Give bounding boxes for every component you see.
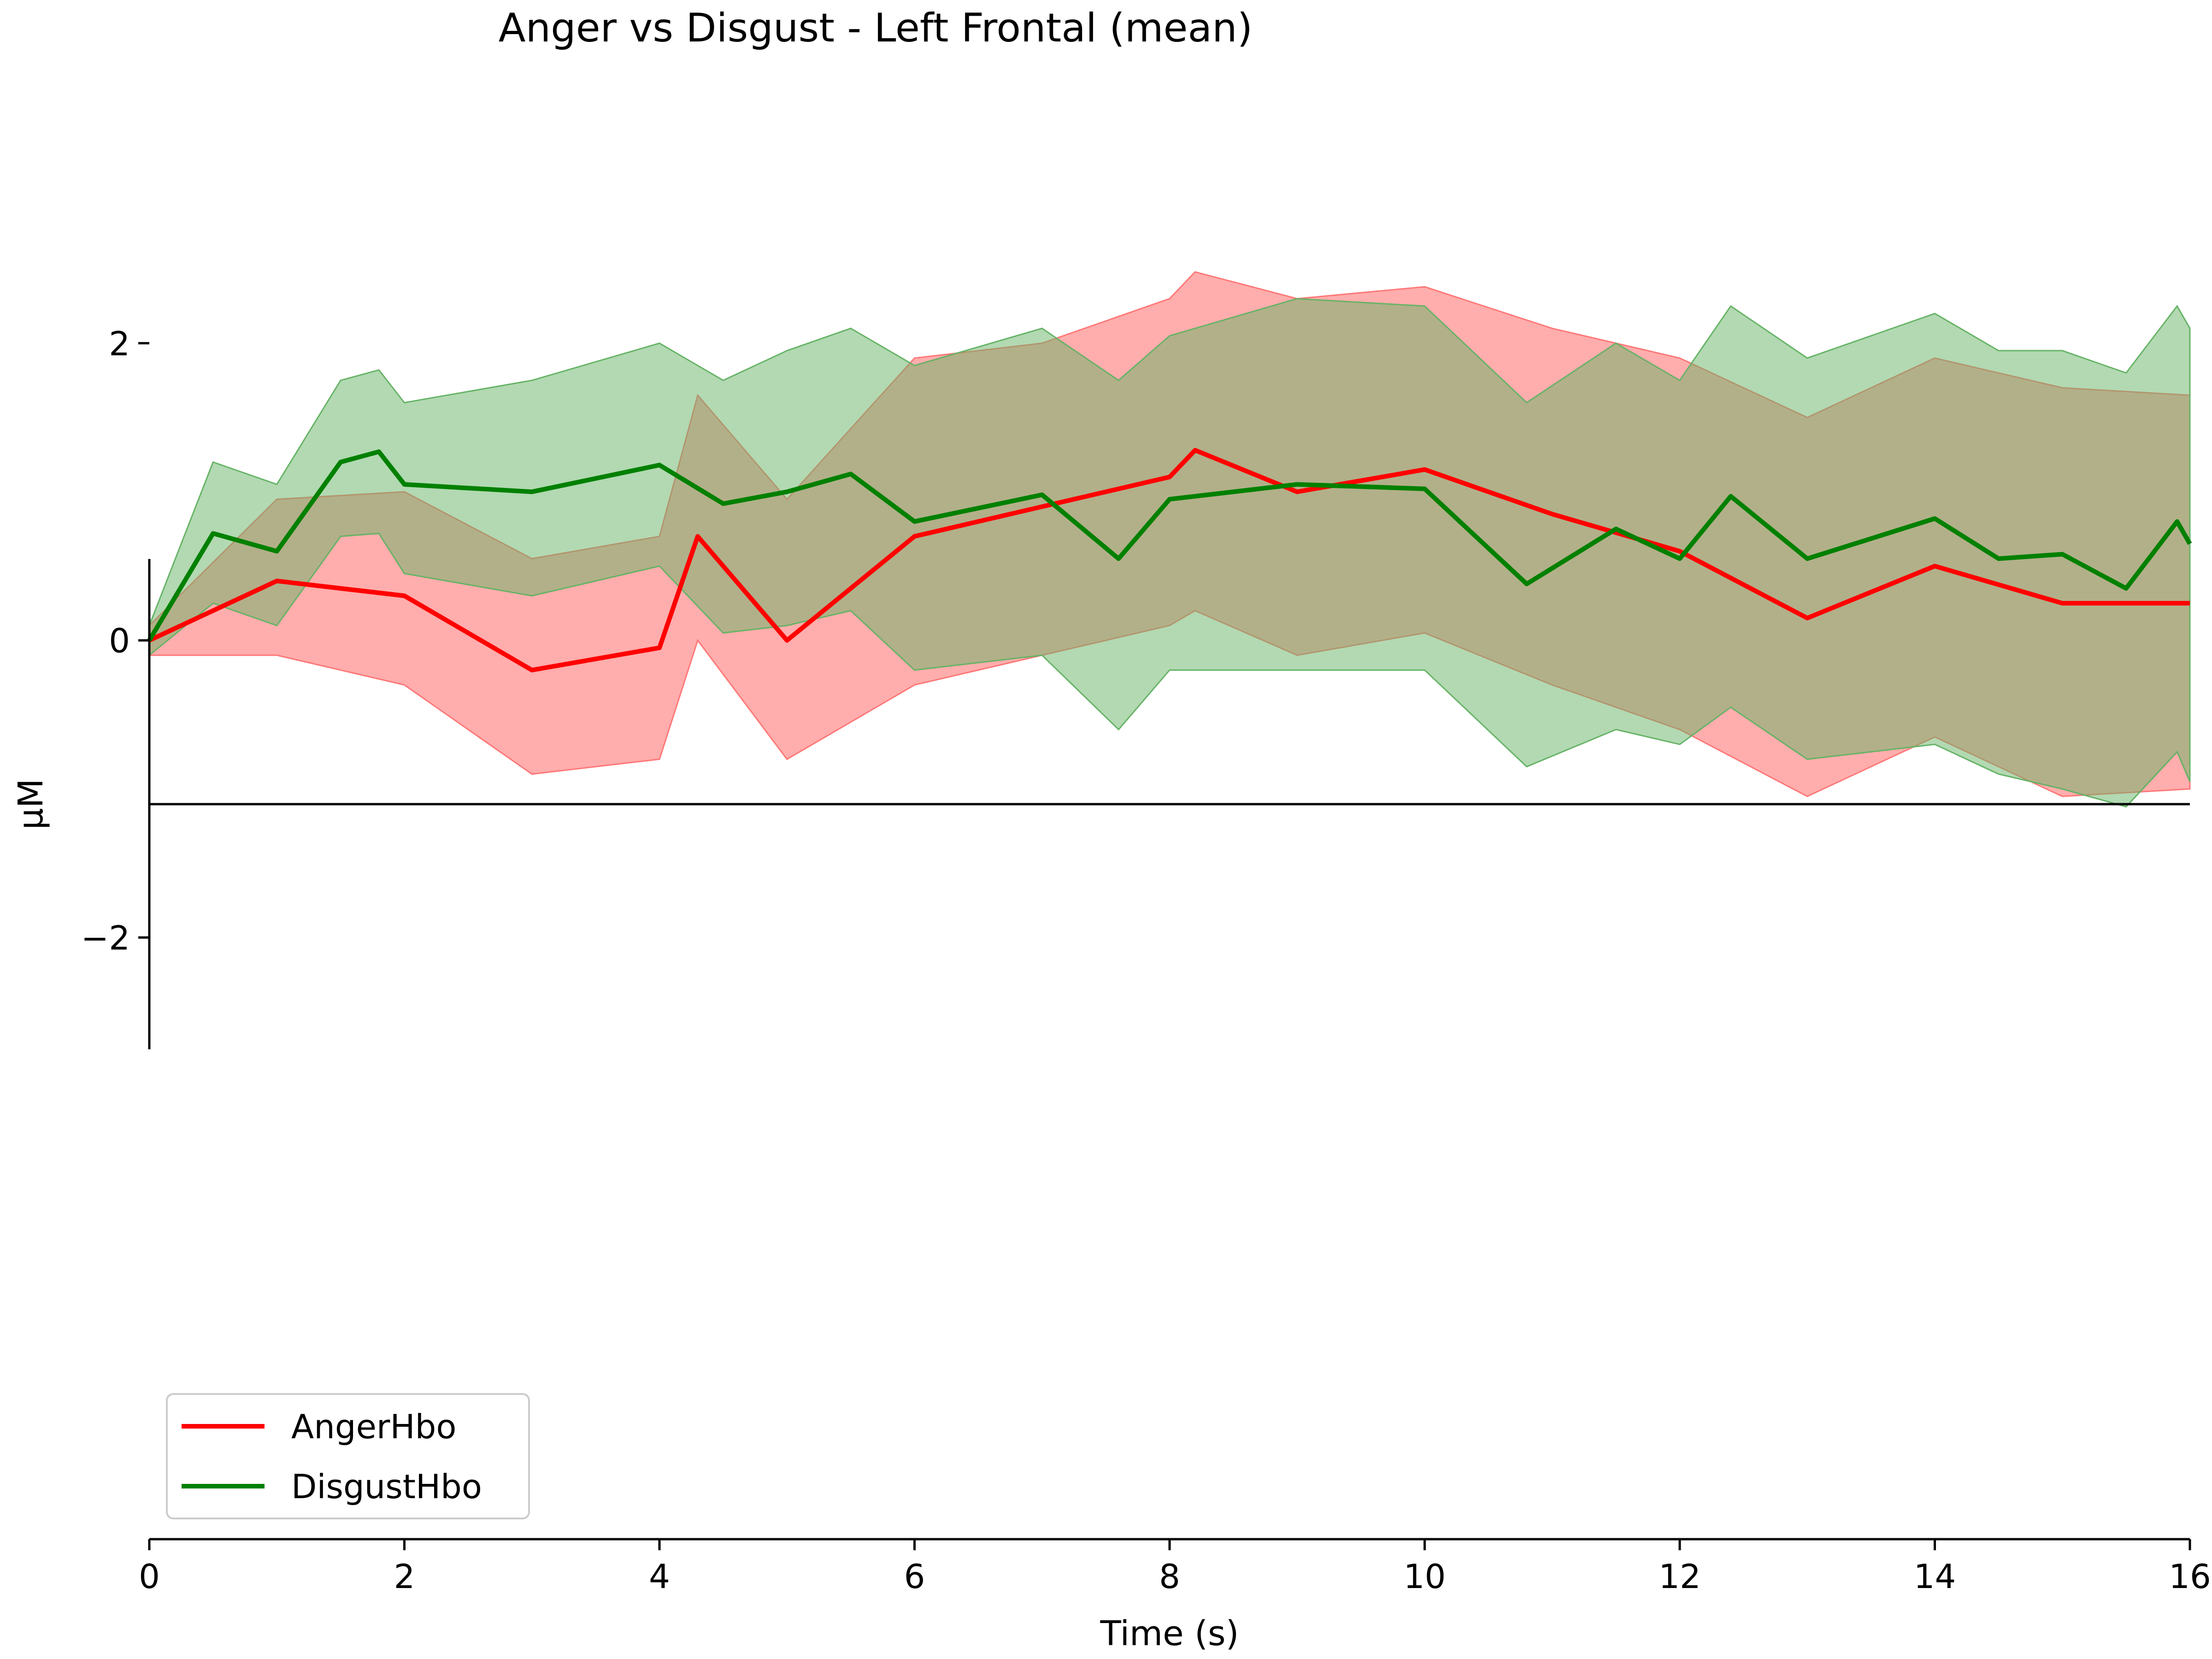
x-tick-label: 8 (1159, 1557, 1180, 1596)
x-tick-label: 14 (1914, 1557, 1956, 1596)
x-tick-label: 6 (904, 1557, 925, 1596)
x-tick-label: 2 (394, 1557, 415, 1596)
y-axis-label: µM (11, 779, 51, 830)
chart-title: Anger vs Disgust - Left Frontal (mean) (499, 5, 1253, 51)
x-tick-label: 4 (649, 1557, 670, 1596)
x-tick-label: 12 (1659, 1557, 1701, 1596)
confidence-bands (148, 271, 2191, 808)
band-disgusthbo (148, 298, 2191, 808)
x-tick-label: 0 (139, 1557, 160, 1596)
line-angerhbo (148, 447, 2190, 673)
y-tick-label: 0 (109, 622, 130, 660)
x-ticks: 0 2 4 6 8 10 12 14 16 (139, 1539, 2211, 1596)
y-tick-label: −2 (81, 918, 130, 957)
y-tick-label: 2 (109, 324, 130, 363)
legend: AngerHbo DisgustHbo (166, 1393, 530, 1519)
x-axis-label: Time (s) (1100, 1614, 1239, 1653)
x-tick-label: 16 (2169, 1557, 2211, 1596)
legend-label-disgusthbo: DisgustHbo (291, 1467, 482, 1506)
legend-label-angerhbo: AngerHbo (291, 1407, 456, 1446)
line-disgusthbo (147, 449, 2192, 642)
y-ticks: −2 0 2 (81, 324, 149, 957)
x-tick-label: 10 (1404, 1557, 1446, 1596)
series-lines (147, 447, 2192, 673)
